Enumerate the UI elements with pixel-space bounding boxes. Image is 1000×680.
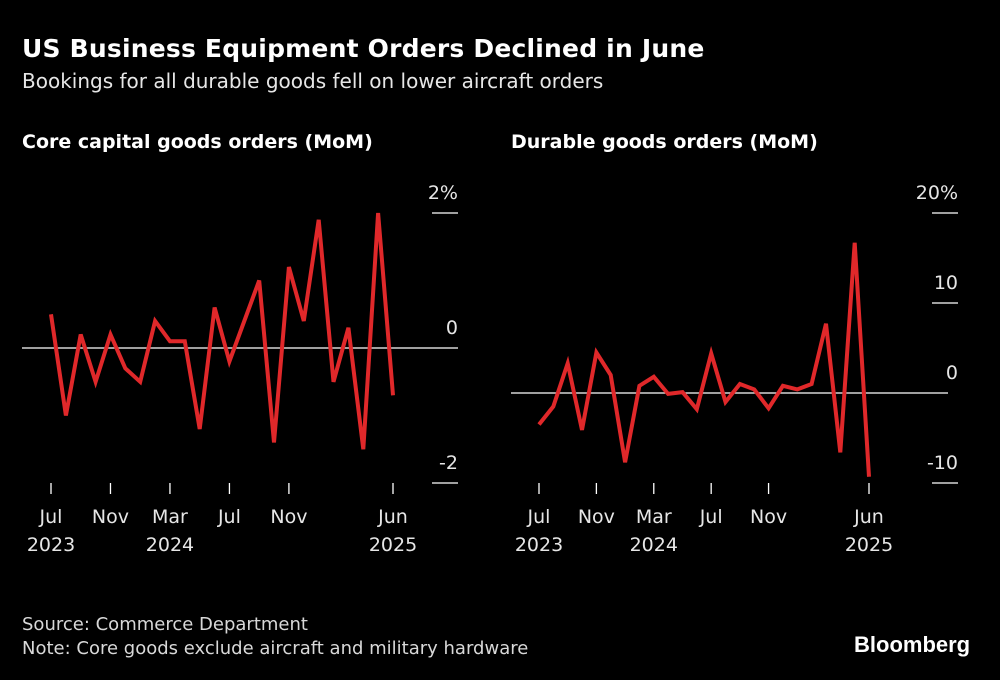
- right-panel-title: Durable goods orders (MoM): [511, 131, 818, 153]
- left-ytick-label: 2%: [428, 182, 458, 204]
- left-ytick-label: -2: [439, 452, 458, 474]
- footnote: Note: Core goods exclude aircraft and mi…: [22, 638, 529, 659]
- right-xtick-label: Jun: [853, 506, 884, 528]
- right-ytick-label: 0: [946, 362, 958, 384]
- left-xtick-label: Jul: [217, 506, 241, 528]
- bloomberg-logo: Bloomberg: [854, 632, 971, 657]
- right-ytick-label: 10: [934, 272, 958, 294]
- left-xtick-label: Mar: [152, 506, 188, 528]
- left-series-line: [49, 212, 395, 450]
- left-xtick-label: Jul: [39, 506, 63, 528]
- left-ytick-label: 0: [446, 317, 458, 339]
- right-xtick-label: Nov: [578, 506, 615, 528]
- left-xtick-label: Jun: [377, 506, 408, 528]
- left-xtick-year: 2025: [369, 534, 417, 556]
- chart-subtitle: Bookings for all durable goods fell on l…: [22, 69, 604, 93]
- right-xtick-label: Jul: [527, 506, 551, 528]
- left-panel-title: Core capital goods orders (MoM): [22, 131, 373, 153]
- left-xtick-label: Nov: [92, 506, 129, 528]
- right-ytick-label: 20%: [916, 182, 958, 204]
- left-xtick-year: 2024: [146, 534, 194, 556]
- chart-title: US Business Equipment Orders Declined in…: [22, 34, 705, 63]
- right-xtick-label: Jul: [699, 506, 723, 528]
- right-ytick-label: -10: [927, 452, 958, 474]
- left-xtick-label: Nov: [270, 506, 307, 528]
- source-note: Source: Commerce Department: [22, 614, 308, 635]
- right-xtick-label: Mar: [636, 506, 672, 528]
- right-xtick-year: 2024: [630, 534, 678, 556]
- left-xtick-year: 2023: [27, 534, 75, 556]
- right-xtick-label: Nov: [750, 506, 787, 528]
- right-xtick-year: 2023: [515, 534, 563, 556]
- right-xtick-year: 2025: [845, 534, 893, 556]
- right-series-line: [537, 242, 871, 477]
